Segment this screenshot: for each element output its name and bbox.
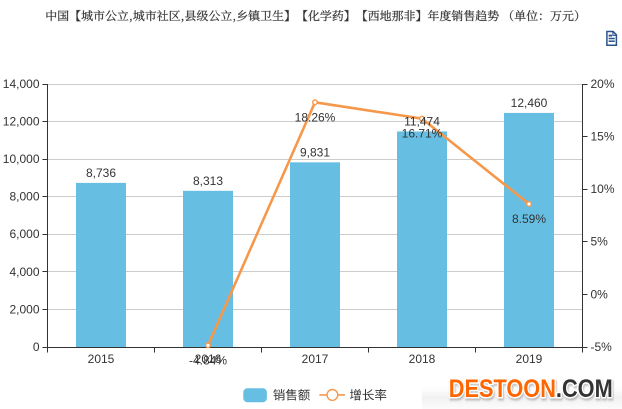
svg-text:15%: 15% xyxy=(591,130,615,144)
svg-text:9,831: 9,831 xyxy=(300,145,330,159)
svg-text:DESTOON.COM: DESTOON.COM xyxy=(449,374,613,402)
svg-text:10%: 10% xyxy=(591,182,615,196)
svg-text:2,000: 2,000 xyxy=(9,302,39,316)
svg-text:8,313: 8,313 xyxy=(193,174,223,188)
svg-text:2018: 2018 xyxy=(409,352,436,366)
svg-text:4,000: 4,000 xyxy=(9,265,39,279)
svg-text:0: 0 xyxy=(33,340,40,354)
svg-text:6,000: 6,000 xyxy=(9,227,39,241)
svg-text:20%: 20% xyxy=(591,77,615,91)
svg-text:2017: 2017 xyxy=(302,352,329,366)
svg-text:0%: 0% xyxy=(591,287,609,301)
svg-text:18.26%: 18.26% xyxy=(295,110,336,124)
svg-text:8,000: 8,000 xyxy=(9,190,39,204)
svg-text:8,736: 8,736 xyxy=(86,166,116,180)
svg-text:14,000: 14,000 xyxy=(3,77,40,91)
svg-text:16.71%: 16.71% xyxy=(402,127,443,141)
svg-text:5%: 5% xyxy=(591,235,609,249)
svg-text:2015: 2015 xyxy=(88,352,115,366)
svg-text:-4.84%: -4.84% xyxy=(189,353,227,367)
svg-text:10,000: 10,000 xyxy=(3,152,40,166)
svg-text:12,000: 12,000 xyxy=(3,115,40,129)
svg-text:8.59%: 8.59% xyxy=(512,212,546,226)
svg-text:2019: 2019 xyxy=(516,352,543,366)
svg-text:11,474: 11,474 xyxy=(404,115,440,129)
svg-text:2016: 2016 xyxy=(195,352,222,366)
svg-text:12,460: 12,460 xyxy=(511,96,548,110)
svg-text:-5%: -5% xyxy=(591,340,613,354)
